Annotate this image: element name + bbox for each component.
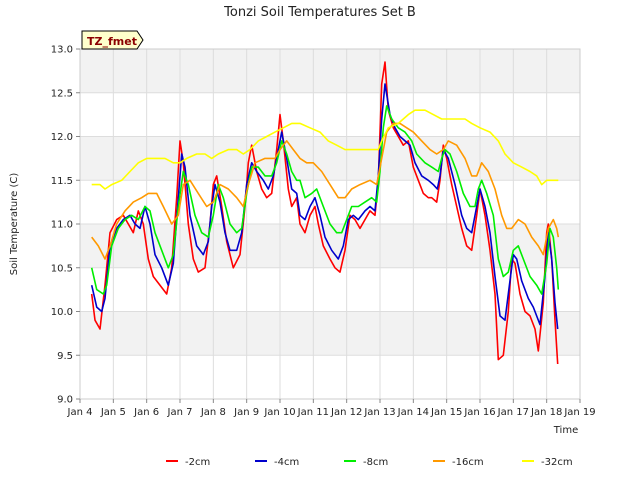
x-tick-label: Jan 18 xyxy=(530,407,562,418)
plot-band xyxy=(80,355,580,399)
legend-label: -16cm xyxy=(452,457,484,468)
legend-label: -4cm xyxy=(274,457,299,468)
x-tick-label: Jan 5 xyxy=(100,407,126,418)
x-tick-label: Jan 16 xyxy=(463,407,495,418)
badge-label: TZ_fmet xyxy=(87,35,137,48)
y-tick-label: 12.5 xyxy=(51,88,73,99)
x-tick-label: Jan 4 xyxy=(67,407,93,418)
x-tick-label: Jan 10 xyxy=(263,407,295,418)
y-tick-label: 13.0 xyxy=(51,45,73,56)
legend-label: -2cm xyxy=(185,457,210,468)
x-tick-label: Jan 15 xyxy=(430,407,462,418)
y-tick-label: 9.5 xyxy=(57,351,73,362)
site-badge: TZ_fmet xyxy=(81,30,144,50)
badge-shape xyxy=(81,30,144,50)
x-axis-ticks: Jan 4 Jan 5 Jan 6 Jan 7 Jan 8 Jan 9 Jan 10 Jan … xyxy=(67,399,596,418)
x-tick-label: Jan 9 xyxy=(233,407,259,418)
x-tick-label: Jan 7 xyxy=(167,407,193,418)
x-axis-label: Time xyxy=(553,425,578,436)
y-tick-label: 11.0 xyxy=(51,220,73,231)
x-tick-label: Jan 8 xyxy=(200,407,226,418)
y-tick-label: 9.0 xyxy=(57,395,73,406)
chart-title: Tonzi Soil Temperatures Set B xyxy=(223,5,416,20)
x-tick-label: Jan 11 xyxy=(297,407,329,418)
plot-band xyxy=(80,180,580,224)
series-line-minus-8cm xyxy=(90,105,560,295)
series-line-minus-32cm xyxy=(91,109,559,190)
x-tick-label: Jan 13 xyxy=(363,407,395,418)
x-tick-label: Jan 17 xyxy=(497,407,529,418)
y-tick-label: 10.5 xyxy=(51,263,73,274)
series-line-minus-16cm xyxy=(91,122,560,260)
series-line-minus-2cm xyxy=(90,61,559,365)
x-tick-label: Jan 6 xyxy=(133,407,159,418)
plot-band xyxy=(80,92,580,137)
x-tick-label: Jan 19 xyxy=(563,407,595,418)
y-axis-label: Soil Temperature (C) xyxy=(9,173,20,276)
y-tick-label: 10.0 xyxy=(51,307,73,318)
plot-band xyxy=(80,49,580,93)
x-tick-label: Jan 12 xyxy=(330,407,362,418)
series-lines xyxy=(90,61,560,365)
y-axis-ticks: 9.0 9.5 10.0 10.5 11.0 11.5 12.0 12.5 13.0 xyxy=(51,45,80,406)
legend-label: -32cm xyxy=(541,457,573,468)
y-tick-label: 12.0 xyxy=(51,132,73,143)
x-tick-label: Jan 14 xyxy=(397,407,429,418)
y-tick-label: 11.5 xyxy=(51,176,73,187)
legend-label: -8cm xyxy=(363,457,388,468)
legend: -2cm -4cm -8cm -16cm -32cm xyxy=(166,457,573,468)
